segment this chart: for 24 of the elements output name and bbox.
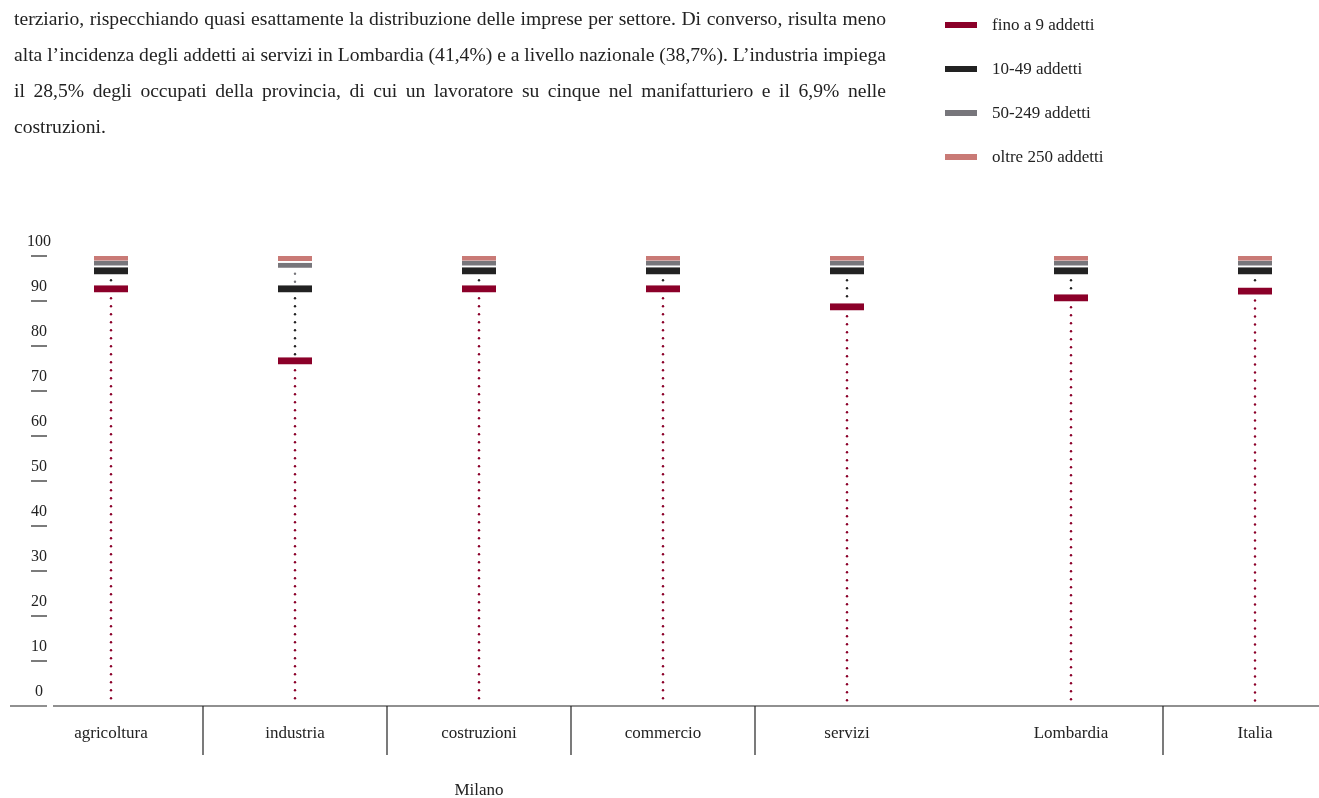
x-tick-label: costruzioni xyxy=(441,723,518,742)
text: Milano xyxy=(454,780,504,798)
y-tick-label: 70 xyxy=(31,367,47,384)
legend-label: oltre 250 addetti xyxy=(992,147,1104,166)
x-tick-label: Italia xyxy=(1237,723,1273,742)
x-tick-label: agricoltura xyxy=(74,723,149,742)
legend-label: 50-249 addetti xyxy=(992,103,1091,122)
y-tick-label: 90 xyxy=(31,277,47,294)
y-tick-label: 40 xyxy=(31,502,47,519)
y-tick-label: 30 xyxy=(31,547,47,564)
x-tick-label: servizi xyxy=(824,723,870,742)
y-tick-label: 50 xyxy=(31,457,47,474)
x-tick-label: commercio xyxy=(624,723,702,742)
legend-label: 10-49 addetti xyxy=(992,59,1083,78)
y-tick-label: 0 xyxy=(35,682,43,699)
y-tick-label: 20 xyxy=(31,592,47,609)
y-tick-label: 80 xyxy=(31,322,47,339)
y-tick-label: 100 xyxy=(27,232,51,249)
text: terziario, rispecchiando quasi esattamente la distribuzione delle imprese per settore. Di converso, risulta meno alta l’incidenza degli addetti ai servizi in Lombardia (41,4%) e a livello nazionale (38,7%). L’industria impiega il 28,5% degli occupati della provincia, di cui un lavoratore su cinque nel manifatturiero e il 6,9% nelle costruzioni. xyxy=(14,7,886,139)
x-tick-label: Lombardia xyxy=(1033,723,1109,742)
y-tick-label: 10 xyxy=(31,637,47,654)
legend-label: fino a 9 addetti xyxy=(992,15,1095,34)
y-tick-label: 60 xyxy=(31,412,47,429)
x-tick-label: industria xyxy=(265,723,326,742)
